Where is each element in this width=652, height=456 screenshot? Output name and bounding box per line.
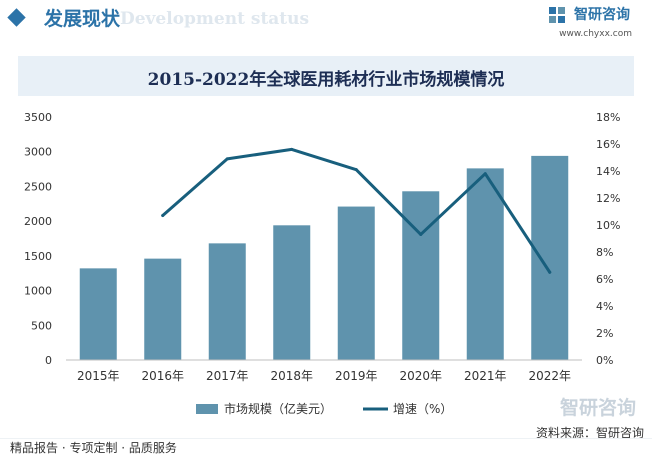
bar-5 — [402, 191, 440, 360]
legend-bar-label: 市场规模（亿美元） — [224, 401, 332, 416]
y-left-tick-2: 1000 — [24, 285, 52, 298]
growth-point-7 — [548, 270, 552, 274]
growth-point-5 — [419, 232, 423, 236]
y-right-tick-7: 14% — [596, 165, 620, 178]
x-tick-label-3: 2018年 — [270, 369, 313, 383]
x-tick-label-0: 2015年 — [77, 369, 120, 383]
x-tick-label-2: 2017年 — [206, 369, 249, 383]
footer-text: 精品报告 · 专项定制 · 品质服务 — [10, 441, 177, 455]
footer: 精品报告 · 专项定制 · 品质服务 — [0, 438, 652, 456]
bar-6 — [466, 168, 504, 360]
y-right-tick-2: 4% — [596, 300, 613, 313]
legend-line-label: 增速（%） — [393, 402, 452, 416]
growth-point-1 — [161, 214, 165, 218]
y-right-tick-9: 18% — [596, 111, 620, 124]
bar-0 — [79, 268, 117, 360]
growth-point-6 — [483, 172, 487, 176]
page-header: Development status 发展现状 智研咨询 www.chyxx.c… — [0, 0, 652, 40]
brand[interactable]: 智研咨询 — [549, 4, 630, 26]
y-left-tick-3: 1500 — [24, 250, 52, 263]
brand-name: 智研咨询 — [574, 7, 630, 23]
growth-point-3 — [290, 147, 294, 151]
growth-point-4 — [354, 168, 358, 172]
x-tick-label-4: 2019年 — [335, 369, 378, 383]
y-right-tick-4: 8% — [596, 246, 613, 259]
y-left-tick-4: 2000 — [24, 215, 52, 228]
chart-title-bar: 2015-2022年全球医用耗材行业市场规模情况 — [18, 56, 634, 96]
y-right-tick-8: 16% — [596, 138, 620, 151]
x-tick-label-1: 2016年 — [141, 369, 184, 383]
brand-url[interactable]: www.chyxx.com — [559, 29, 632, 39]
source-note: 资料来源：智研咨询 — [535, 426, 644, 440]
y-left-tick-7: 3500 — [24, 111, 52, 124]
legend-bar-swatch — [196, 404, 218, 414]
bar-2 — [208, 243, 246, 360]
header-title: 发展现状 — [44, 8, 121, 30]
footer-divider — [0, 438, 652, 439]
brand-logo-icon — [549, 7, 565, 23]
y-left-tick-5: 2500 — [24, 180, 52, 193]
header-subtitle: Development status — [120, 9, 310, 29]
chart-title: 2015-2022年全球医用耗材行业市场规模情况 — [147, 70, 505, 90]
growth-point-2 — [225, 157, 229, 161]
bar-4 — [337, 206, 375, 360]
y-right-tick-3: 6% — [596, 273, 613, 286]
y-right-tick-1: 2% — [596, 327, 613, 340]
y-right-tick-0: 0% — [596, 354, 613, 367]
x-tick-label-7: 2022年 — [528, 369, 571, 383]
x-tick-label-5: 2020年 — [399, 369, 442, 383]
x-tick-label-6: 2021年 — [464, 369, 507, 383]
watermark-brand: 智研咨询 — [560, 397, 637, 419]
bar-7 — [531, 155, 569, 360]
y-right-tick-5: 10% — [596, 219, 620, 232]
bar-3 — [273, 225, 311, 360]
y-left-tick-0: 0 — [45, 354, 52, 367]
bar-1 — [144, 258, 182, 360]
y-left-tick-6: 3000 — [24, 146, 52, 159]
y-right-tick-6: 12% — [596, 192, 620, 205]
y-left-tick-1: 500 — [31, 319, 52, 332]
